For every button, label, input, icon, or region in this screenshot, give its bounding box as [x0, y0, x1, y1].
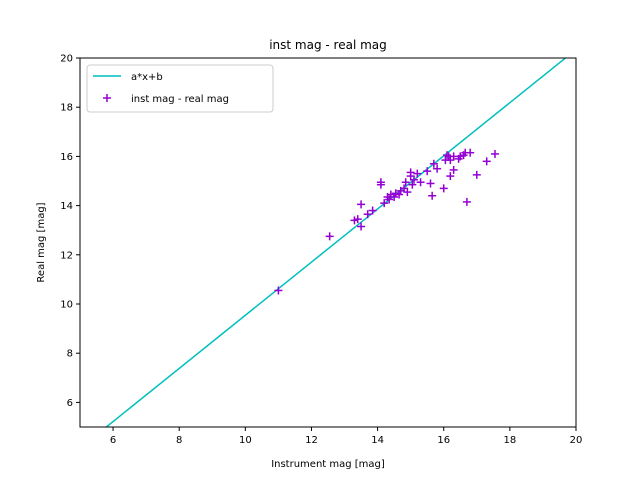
- y-tick-label: 18: [60, 103, 73, 114]
- data-point: [462, 197, 471, 206]
- y-tick-label: 20: [60, 54, 73, 65]
- data-point: [357, 200, 366, 209]
- data-layer: [105, 58, 567, 427]
- data-point: [433, 164, 442, 173]
- y-tick-label: 14: [60, 201, 73, 212]
- plot-area: [79, 57, 577, 428]
- x-tick-label: 18: [503, 435, 516, 446]
- legend-marker: [103, 94, 111, 102]
- data-point: [482, 157, 491, 166]
- legend-label-fit-line: a*x+b: [131, 72, 163, 83]
- legend-swatch-scatter: [103, 94, 111, 102]
- x-tick-label: 14: [371, 435, 384, 446]
- data-point: [390, 192, 399, 201]
- data-point: [363, 210, 372, 219]
- y-axis-ticks: 6 8 10 12 14 16 18 20: [60, 54, 80, 409]
- y-axis-label: Real mag [mag]: [36, 202, 47, 282]
- legend: a*x+b inst mag - real mag: [86, 64, 274, 113]
- x-tick-label: 8: [176, 435, 182, 446]
- data-point: [408, 180, 417, 189]
- data-point: [428, 191, 437, 200]
- data-point: [380, 199, 389, 208]
- data-point: [274, 286, 283, 295]
- fit-line: [105, 58, 567, 427]
- data-point: [413, 169, 422, 178]
- data-point: [429, 159, 438, 168]
- data-point: [443, 151, 452, 160]
- data-point: [409, 175, 418, 184]
- data-point: [490, 149, 499, 158]
- y-tick-label: 12: [60, 250, 73, 261]
- x-tick-label: 20: [570, 435, 583, 446]
- y-tick-label: 16: [60, 152, 73, 163]
- data-point: [403, 188, 412, 197]
- data-point: [416, 178, 425, 187]
- data-point: [401, 178, 410, 187]
- x-tick-label: 10: [239, 435, 252, 446]
- legend-box: [86, 64, 274, 113]
- y-tick-label: 6: [67, 398, 73, 409]
- y-tick-label: 10: [60, 300, 73, 311]
- data-point: [446, 172, 455, 181]
- data-point: [466, 148, 475, 157]
- legend-label-scatter: inst mag - real mag: [131, 94, 229, 105]
- data-point: [439, 184, 448, 193]
- data-point: [406, 168, 415, 177]
- data-point: [423, 167, 432, 176]
- data-point: [385, 195, 394, 204]
- x-tick-label: 16: [437, 435, 450, 446]
- data-point: [325, 232, 334, 241]
- data-point: [368, 206, 377, 215]
- x-tick-label: 6: [110, 435, 116, 446]
- x-axis-ticks: 6 8 10 12 14 16 18 20: [110, 427, 582, 446]
- data-point: [426, 179, 435, 188]
- data-point: [395, 190, 404, 199]
- x-tick-label: 12: [305, 435, 318, 446]
- data-point: [353, 215, 362, 224]
- y-tick-label: 8: [67, 349, 73, 360]
- x-axis-label: Instrument mag [mag]: [271, 459, 385, 470]
- data-point: [376, 180, 385, 189]
- data-point: [357, 222, 366, 231]
- data-point: [472, 170, 481, 179]
- data-point: [449, 165, 458, 174]
- plot-frame: [79, 57, 577, 428]
- chart-title: inst mag - real mag: [269, 38, 387, 52]
